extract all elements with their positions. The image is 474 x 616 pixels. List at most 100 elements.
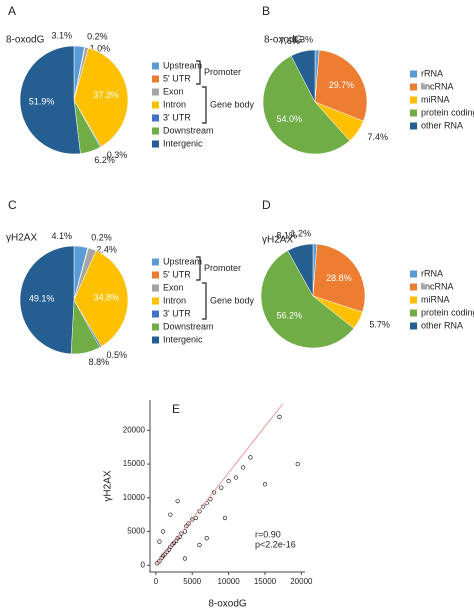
- point: [162, 552, 167, 557]
- point: [262, 482, 268, 487]
- slice-label: 3.1%: [51, 31, 72, 41]
- point: [157, 559, 162, 564]
- group-label: Gene body: [210, 295, 255, 305]
- point: [186, 521, 191, 526]
- stat-label: r=0.90: [255, 529, 281, 539]
- pie-slice: [262, 55, 350, 155]
- legend-label: rRNA: [421, 68, 443, 78]
- slice-label: 8.1%: [276, 230, 297, 240]
- legend-label: 5' UTR: [163, 269, 191, 279]
- pie-slice: [312, 243, 366, 313]
- point: [226, 478, 231, 484]
- axes: [149, 400, 305, 573]
- point: [157, 539, 162, 544]
- point: [184, 524, 189, 529]
- legend-swatch: [152, 310, 159, 318]
- point: [160, 553, 166, 558]
- y-tick-label: 20000: [123, 425, 146, 434]
- legend-label: 5' UTR: [163, 73, 191, 83]
- point: [277, 414, 282, 419]
- point: [160, 529, 166, 534]
- legend-label: Exon: [163, 86, 184, 96]
- legend-swatch: [152, 258, 159, 266]
- point: [208, 497, 213, 502]
- pie-slice: [287, 243, 314, 297]
- x-tick-label: 15000: [254, 577, 277, 586]
- legend-swatch: [152, 75, 159, 83]
- legend-swatch: [152, 101, 159, 109]
- chart-title: 8-oxodG: [264, 35, 303, 46]
- fit-line: [155, 403, 284, 566]
- slice-label: 54.0%: [277, 114, 303, 124]
- pie-slice: [73, 47, 129, 147]
- legend-label: Intergenic: [163, 138, 203, 148]
- y-tick-label: 5000: [127, 527, 145, 536]
- legend-label: lincRNA: [421, 281, 454, 291]
- legend-label: Intron: [163, 99, 186, 109]
- legend-label: protein coding: [421, 107, 474, 117]
- pie-slice: [314, 49, 368, 122]
- bracket: [196, 60, 201, 85]
- point: [197, 542, 202, 548]
- point: [248, 455, 253, 460]
- legend-label: 3' UTR: [163, 112, 191, 122]
- x-tick-label: 10000: [217, 577, 240, 586]
- legend-swatch: [152, 297, 159, 305]
- legend-swatch: [152, 323, 159, 331]
- pie-slice: [19, 245, 75, 355]
- point: [204, 536, 209, 541]
- point: [241, 465, 246, 470]
- slice-label: 49.1%: [29, 294, 55, 304]
- legend-label: rRNA: [421, 268, 443, 278]
- point: [175, 536, 180, 541]
- legend-swatch: [410, 270, 417, 278]
- legend-label: miRNA: [421, 294, 450, 304]
- legend-swatch: [410, 122, 417, 130]
- slice-label: 0.2%: [91, 233, 112, 243]
- pie-slice: [19, 45, 81, 155]
- point: [233, 475, 238, 480]
- point: [222, 515, 228, 521]
- slice-label: 4.1%: [51, 231, 72, 241]
- slice-label: 29.7%: [329, 80, 355, 90]
- slice-label: 0.2%: [87, 32, 108, 42]
- bracket: [202, 86, 207, 124]
- x-tick-label: 0: [154, 577, 159, 586]
- slice-label: 51.9%: [29, 96, 55, 106]
- slice-label: 5.7%: [369, 320, 390, 330]
- point: [175, 499, 180, 504]
- pie-slice: [260, 250, 355, 349]
- x-tick-label: 5000: [183, 577, 201, 586]
- legend-swatch: [410, 96, 417, 104]
- legend-label: Downstream: [163, 321, 214, 331]
- chart-title: 8-oxodG: [6, 35, 45, 46]
- point: [295, 461, 300, 467]
- stat-label: p<2.2e-16: [255, 539, 296, 549]
- panel-letter: E: [172, 402, 180, 416]
- group-label: Promoter: [204, 263, 241, 273]
- legend-swatch: [410, 309, 417, 317]
- legend-swatch: [152, 284, 159, 292]
- slice-label: 0.5%: [107, 350, 128, 360]
- point: [190, 517, 195, 522]
- x-axis-label: 8-oxodG: [208, 599, 247, 610]
- legend-swatch: [410, 83, 417, 91]
- slice-label: 7.4%: [367, 132, 388, 142]
- point: [182, 556, 188, 561]
- slice-label: 56.2%: [276, 311, 302, 321]
- legend-swatch: [152, 114, 159, 122]
- chart-title: γH2AX: [6, 233, 37, 244]
- slice-label: 28.8%: [326, 273, 352, 283]
- legend-swatch: [152, 127, 159, 135]
- legend-label: Upstream: [163, 60, 202, 70]
- y-tick-label: 0: [141, 560, 146, 569]
- point: [182, 529, 188, 534]
- legend-swatch: [152, 336, 159, 344]
- legend-label: Intron: [163, 295, 186, 305]
- legend-label: lincRNA: [421, 81, 454, 91]
- slice-label: 0.3%: [107, 150, 128, 160]
- point: [168, 512, 173, 517]
- panel-letter: A: [8, 4, 16, 18]
- legend-swatch: [152, 88, 159, 96]
